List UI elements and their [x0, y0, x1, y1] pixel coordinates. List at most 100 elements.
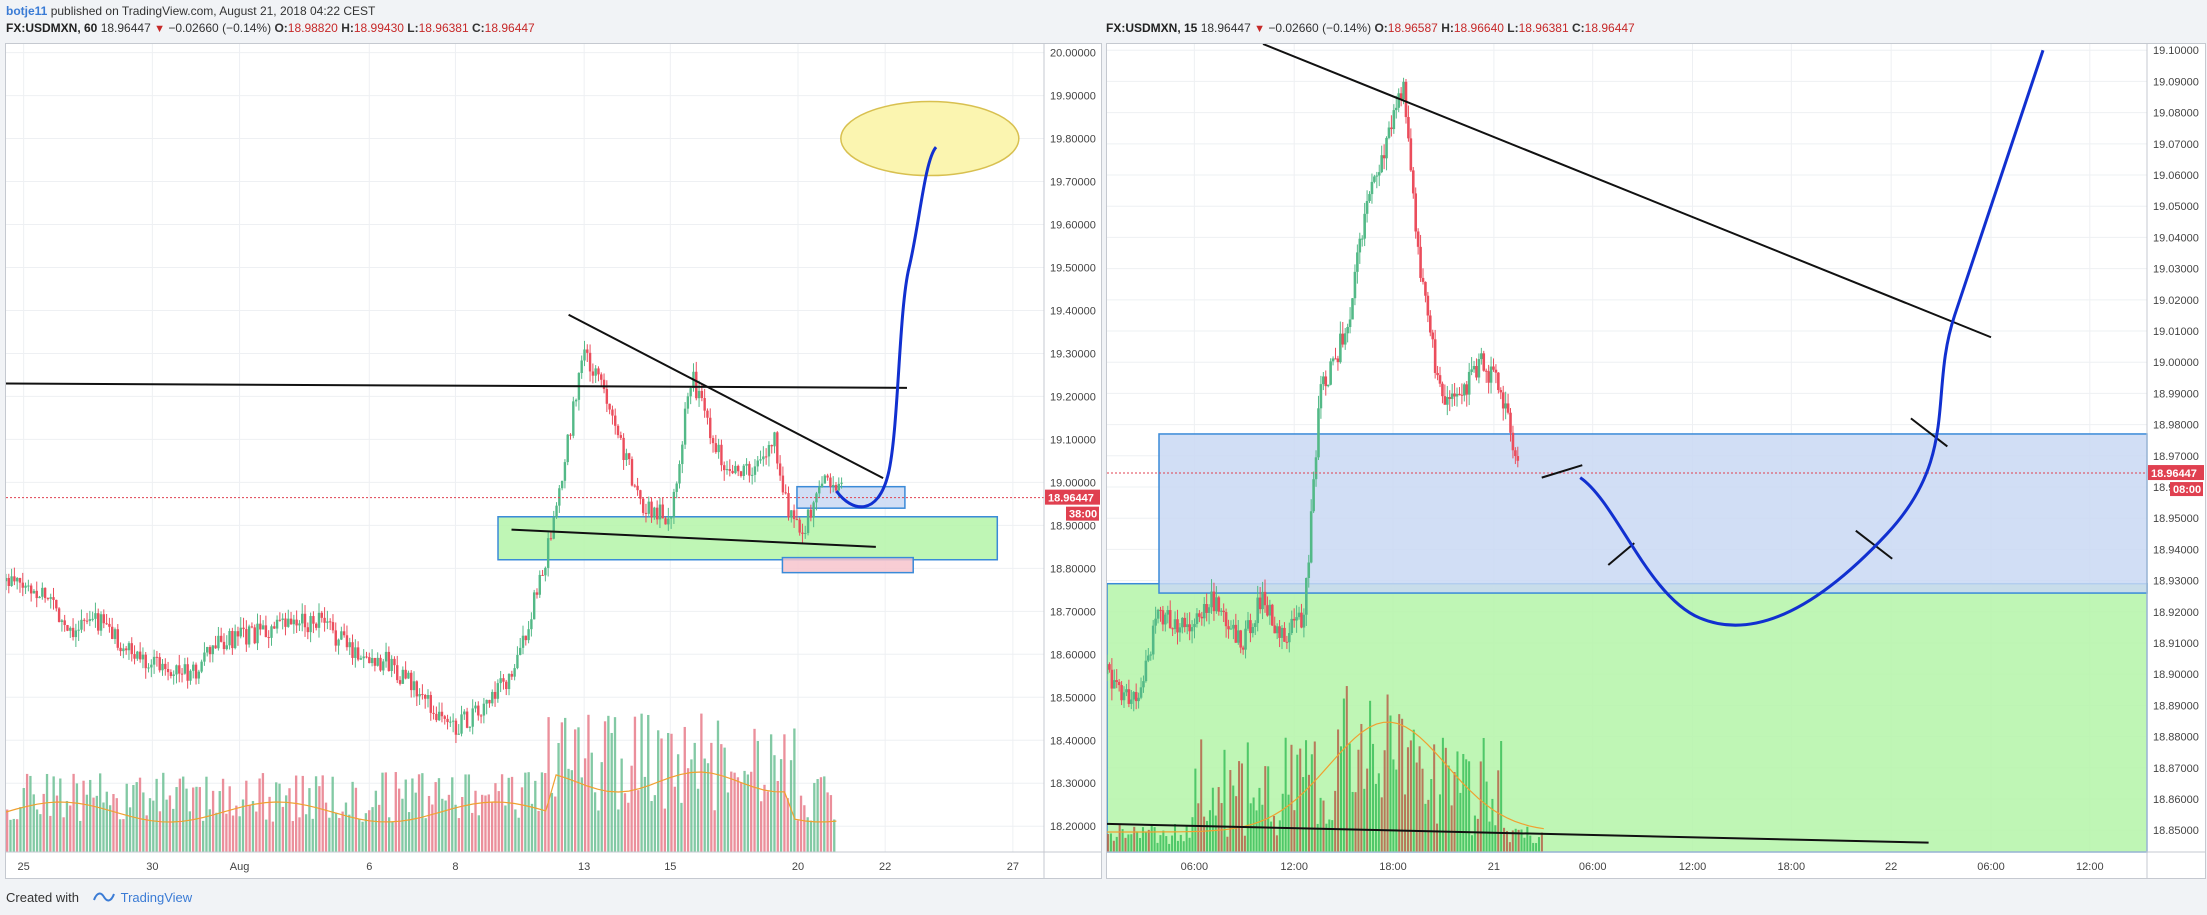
candle-body	[474, 705, 477, 709]
candle-body	[530, 619, 533, 630]
volume-bar	[663, 808, 667, 852]
volume-bar	[537, 810, 540, 852]
volume-bar	[803, 805, 806, 852]
volume-bar	[819, 777, 823, 852]
volume-bar	[766, 791, 769, 852]
publish-text: published on TradingView.com, August 21,…	[47, 4, 376, 18]
candle-body	[119, 647, 122, 652]
candle-body	[186, 664, 189, 681]
candle-body	[331, 622, 335, 631]
candle-body	[820, 483, 824, 488]
candle-body	[421, 694, 424, 696]
candle-body	[1156, 609, 1160, 619]
chart-panel-right[interactable]: 19.10000 19.09000 19.08000 19.07000 19.06000…	[1105, 43, 2206, 879]
candle-body	[155, 656, 159, 658]
volume-bar	[1185, 825, 1188, 852]
volume-bar	[1406, 747, 1409, 852]
candle-body	[264, 625, 268, 638]
volume-bar	[1171, 835, 1174, 852]
volume-bar	[743, 770, 746, 852]
volume-bar	[1150, 825, 1153, 852]
candle-body	[292, 619, 296, 625]
volume-bar	[637, 790, 640, 852]
candle-body	[337, 639, 340, 646]
volume-bar	[155, 778, 158, 852]
volume-bar	[623, 793, 627, 852]
volume-bar	[225, 813, 228, 852]
candle-body	[1120, 685, 1123, 701]
candle-body	[46, 598, 50, 600]
volume-bar	[1115, 836, 1118, 852]
volume-bar	[1537, 837, 1541, 852]
volume-bar	[49, 815, 52, 852]
candle-body	[1212, 591, 1216, 612]
volume-bar	[431, 804, 434, 852]
volume-bar	[25, 773, 29, 852]
volume-bar	[15, 819, 19, 852]
projection-curve	[1579, 49, 2045, 627]
candle-body	[1465, 384, 1469, 395]
candle-body	[1419, 246, 1422, 278]
volume-bar	[643, 776, 647, 852]
candle-body	[482, 703, 486, 716]
volume-bar	[763, 784, 766, 852]
candle-body	[479, 715, 483, 717]
volume-bar	[1485, 781, 1488, 852]
tick-mark-3	[1855, 529, 1893, 560]
volume-bar	[268, 796, 271, 852]
candle-body	[1217, 597, 1221, 612]
volume-bar	[331, 776, 334, 852]
price-tick-label: 19.90000	[1050, 91, 1096, 103]
volume-bar	[69, 805, 72, 852]
volume-bar	[135, 782, 138, 852]
volume-bar	[723, 747, 726, 852]
candle-body	[736, 465, 740, 472]
candle-body	[1499, 390, 1503, 393]
volume-bar	[79, 820, 82, 852]
down-arrow-icon: ▼	[154, 23, 165, 35]
volume-bar	[447, 794, 451, 852]
candle-body	[219, 635, 223, 642]
volume-bar	[703, 758, 706, 852]
volume-bar	[59, 778, 62, 852]
tradingview-brand-link[interactable]: TradingView	[120, 890, 193, 905]
volume-bar	[716, 720, 720, 852]
candle-body	[611, 409, 614, 416]
chart-panel-left[interactable]: 20.00000 19.90000 19.80000 19.70000 19.60000…	[4, 43, 1102, 879]
volume-bar	[182, 776, 185, 852]
candle-body	[1443, 396, 1447, 405]
author-link[interactable]: botje11	[6, 4, 48, 18]
candle-body	[477, 705, 480, 716]
volume-bar	[1290, 744, 1293, 852]
volume-bar	[132, 785, 135, 852]
volume-bar	[1299, 748, 1302, 852]
candle-body	[720, 444, 723, 466]
volume-bar	[351, 781, 354, 852]
chart-left-svg[interactable]: 20.00000 19.90000 19.80000 19.70000 19.60000…	[4, 44, 1101, 878]
price-tick-label: 19.80000	[1050, 134, 1096, 146]
volume-bar	[334, 812, 338, 852]
volume-bar	[1176, 840, 1179, 852]
target-ellipse	[840, 100, 1020, 177]
candle-body	[412, 681, 416, 691]
candle-body	[1132, 692, 1136, 700]
volume-bar	[1121, 829, 1124, 852]
volume-bar	[796, 820, 799, 852]
volume-bar	[474, 790, 477, 852]
volume-bar	[238, 816, 241, 852]
candle-body	[77, 629, 80, 631]
candle-body	[15, 577, 19, 582]
candle-body	[236, 631, 240, 637]
volume-bar	[700, 713, 703, 852]
volume-bar	[1328, 819, 1331, 852]
candle-body	[1416, 231, 1420, 247]
candle-body	[1108, 664, 1111, 670]
candle-body	[1134, 692, 1138, 702]
volume-bar	[421, 773, 424, 852]
candle-body	[1385, 137, 1388, 159]
candle-body	[1312, 479, 1315, 512]
volume-bar	[1159, 835, 1162, 852]
candle-body	[790, 510, 793, 518]
chart-right-svg[interactable]: 19.10000 19.09000 19.08000 19.07000 19.06000…	[1105, 43, 2205, 878]
volume-ma-line	[1107, 721, 1544, 833]
